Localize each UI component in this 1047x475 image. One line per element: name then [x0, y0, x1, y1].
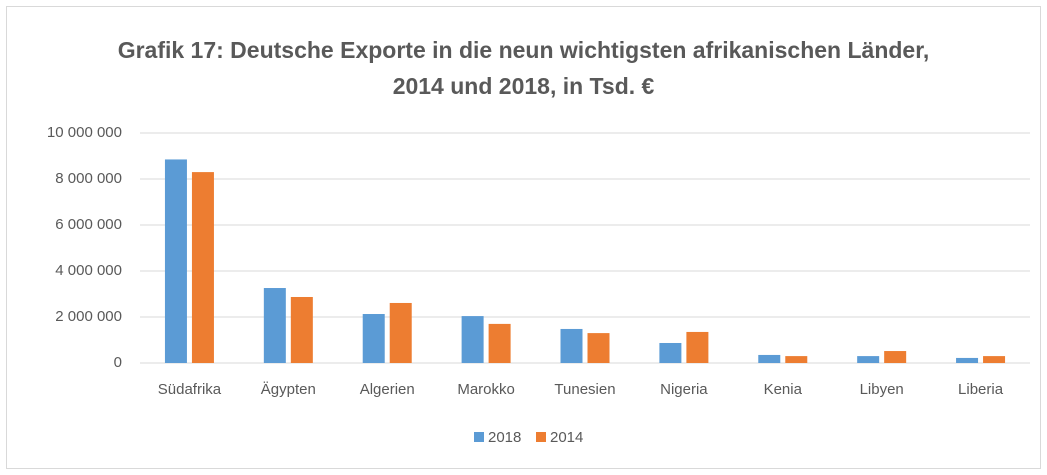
- y-tick-label: 2 000 000: [55, 308, 122, 325]
- x-tick-label: Ägypten: [261, 381, 316, 398]
- x-tick-label: Nigeria: [660, 381, 708, 398]
- legend-swatch: [474, 432, 484, 442]
- x-tick-label: Südafrika: [158, 381, 222, 398]
- bar: [389, 302, 412, 363]
- bar: [785, 356, 808, 363]
- bar: [560, 328, 583, 363]
- y-tick-label: 8 000 000: [55, 170, 122, 187]
- x-tick-label: Liberia: [958, 381, 1004, 398]
- title-box: Grafik 17: Deutsche Exporte in die neun …: [0, 32, 1047, 104]
- bar: [659, 342, 682, 363]
- y-tick-label: 4 000 000: [55, 262, 122, 279]
- bar: [857, 356, 880, 363]
- bar: [983, 356, 1006, 363]
- y-tick-label: 0: [114, 354, 122, 371]
- bar: [263, 288, 286, 363]
- x-tick-label: Kenia: [764, 381, 803, 398]
- y-tick-label: 10 000 000: [47, 124, 122, 141]
- x-tick-label: Libyen: [860, 381, 904, 398]
- legend-label: 2014: [550, 429, 583, 446]
- bar: [686, 331, 709, 363]
- legend-label: 2018: [488, 429, 521, 446]
- y-tick-label: 6 000 000: [55, 216, 122, 233]
- legend-swatch: [536, 432, 546, 442]
- bar: [290, 296, 313, 363]
- bar: [758, 354, 781, 363]
- bar: [488, 323, 511, 363]
- chart-title: Grafik 17: Deutsche Exporte in die neun …: [117, 37, 930, 99]
- bar: [956, 357, 979, 363]
- x-tick-label: Tunesien: [554, 381, 615, 398]
- bar: [164, 159, 187, 363]
- x-tick-label: Algerien: [360, 381, 415, 398]
- bar: [191, 172, 214, 363]
- bar: [587, 333, 610, 363]
- x-tick-label: Marokko: [457, 381, 515, 398]
- bar: [461, 316, 484, 363]
- bar: [884, 351, 907, 363]
- bar: [362, 314, 385, 363]
